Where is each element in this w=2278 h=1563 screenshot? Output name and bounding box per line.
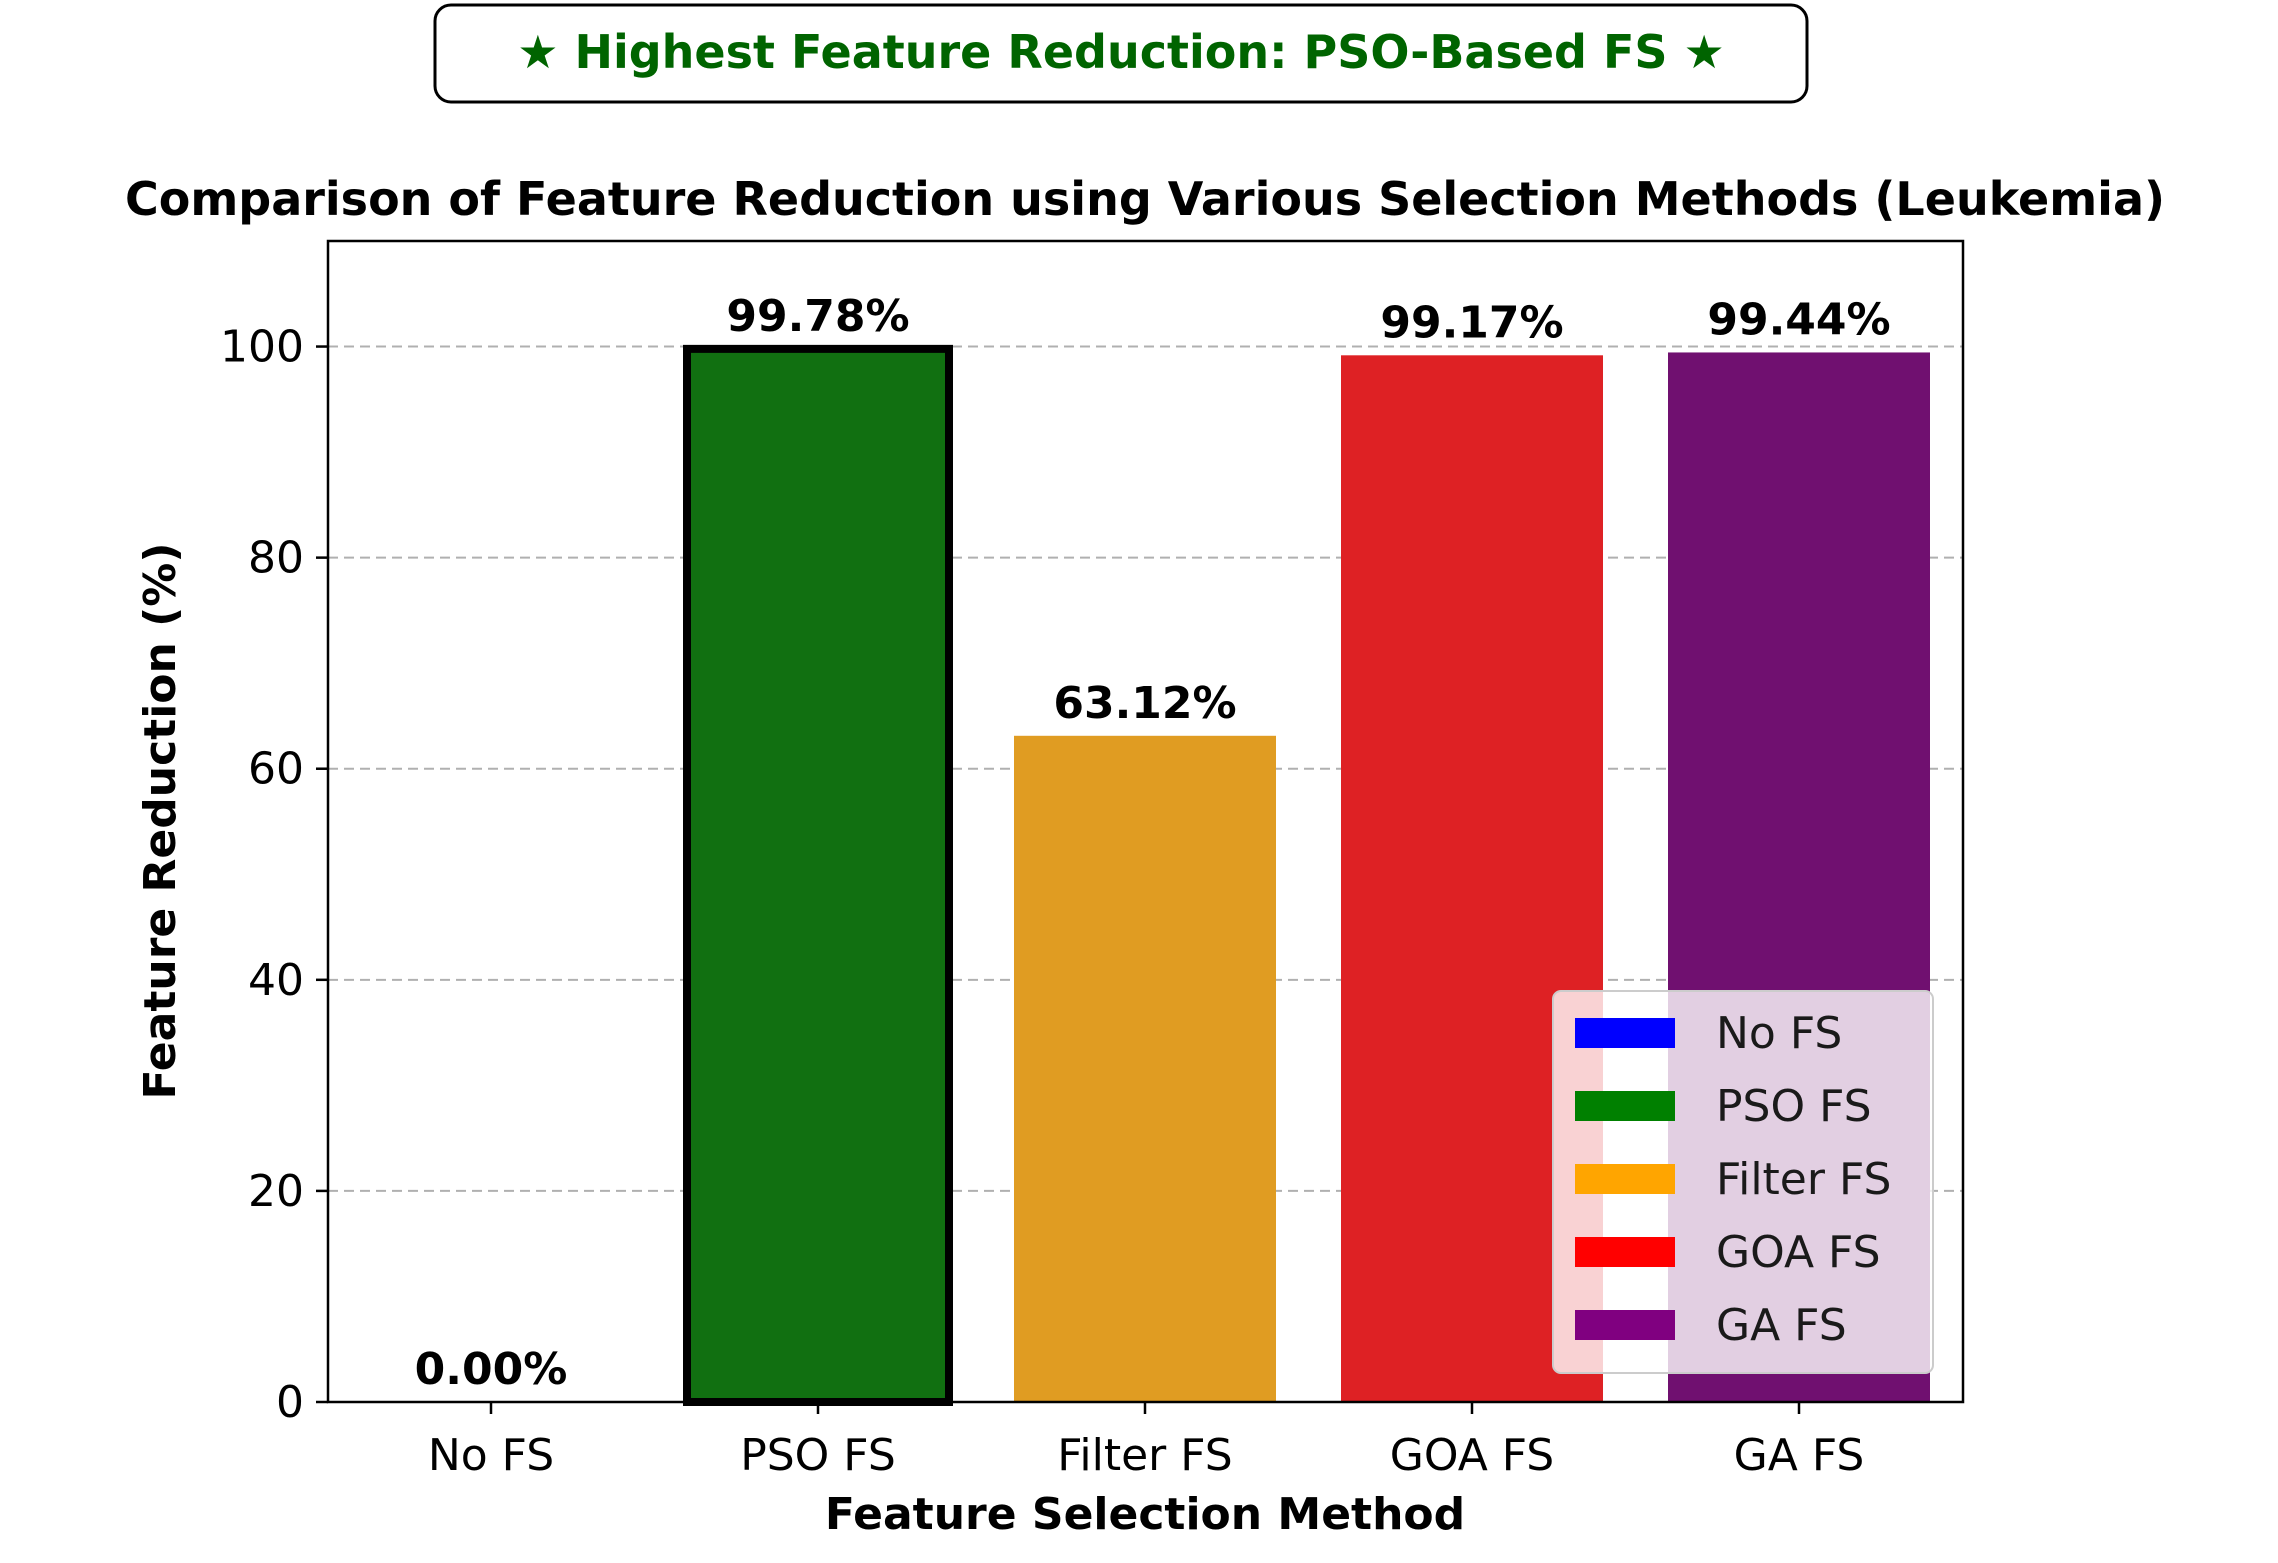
chart-title: Comparison of Feature Reduction using Va…: [125, 172, 2165, 226]
bar: [1014, 735, 1276, 1402]
y-tick-label: 40: [248, 955, 304, 1006]
y-tick-label: 60: [248, 744, 304, 795]
legend-swatch: [1575, 1091, 1675, 1121]
bar-value-label: 0.00%: [415, 1344, 568, 1395]
x-axis-ticks: No FS PSO FS Filter FS GOA FS GA FS: [428, 1402, 1864, 1481]
legend: No FS PSO FS Filter FS GOA FS GA FS: [1552, 990, 1934, 1374]
y-tick-label: 100: [220, 322, 304, 373]
legend-label: Filter FS: [1716, 1154, 1891, 1205]
x-tick-label: GA FS: [1734, 1430, 1865, 1481]
legend-swatch: [1575, 1018, 1675, 1048]
y-axis-ticks: 0 20 40 60 80 100: [220, 322, 328, 1428]
legend-swatch: [1575, 1237, 1675, 1267]
bar-value-label: 99.78%: [726, 291, 909, 342]
banner-box: [433, 3, 1809, 104]
bar-value-label: 99.17%: [1380, 297, 1563, 348]
bar-value-label: 99.44%: [1707, 294, 1890, 345]
legend-label: No FS: [1716, 1008, 1842, 1059]
y-axis-label: Feature Reduction (%): [135, 543, 186, 1100]
x-tick-label: PSO FS: [740, 1430, 896, 1481]
x-tick-label: GOA FS: [1390, 1430, 1555, 1481]
x-tick-label: Filter FS: [1057, 1430, 1232, 1481]
y-tick-label: 20: [248, 1166, 304, 1217]
highlight-banner: ★ Highest Feature Reduction: PSO-Based F…: [433, 3, 1809, 104]
bar-value-label: 63.12%: [1053, 678, 1236, 729]
legend-label: GA FS: [1716, 1300, 1847, 1351]
x-tick-label: No FS: [428, 1430, 554, 1481]
legend-label: PSO FS: [1716, 1081, 1872, 1132]
bar: [683, 344, 953, 1407]
legend-label: GOA FS: [1716, 1227, 1881, 1278]
y-tick-label: 80: [248, 533, 304, 584]
y-tick-label: 0: [276, 1377, 304, 1428]
bar-value-labels: 0.00% 99.78% 63.12% 99.17% 99.44%: [415, 291, 1891, 1395]
banner-text: ★ Highest Feature Reduction: PSO-Based F…: [517, 25, 1725, 79]
legend-swatch: [1575, 1164, 1675, 1194]
legend-swatch: [1575, 1310, 1675, 1340]
x-axis-label: Feature Selection Method: [825, 1489, 1465, 1540]
legend-box: [1552, 990, 1934, 1374]
